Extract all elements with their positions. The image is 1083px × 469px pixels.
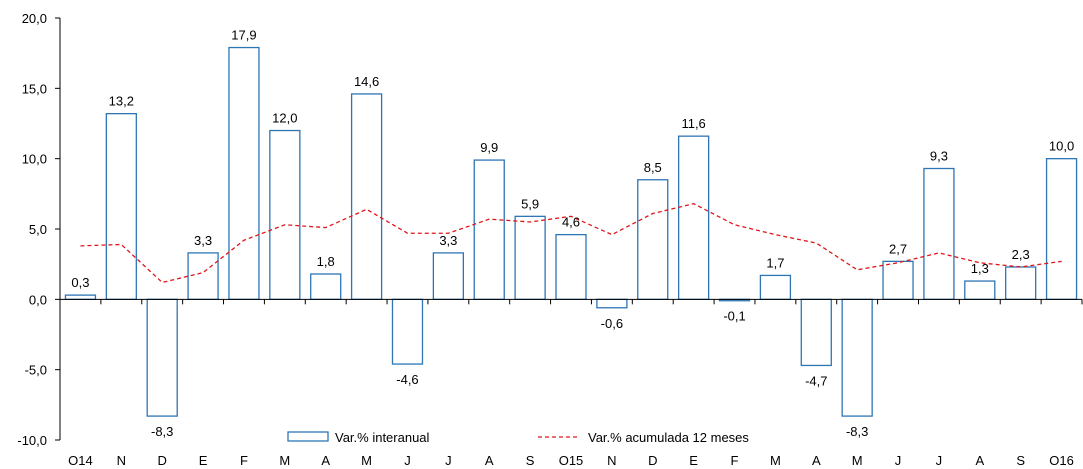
- data-label: 5,9: [521, 196, 539, 211]
- x-tick-label: M: [279, 453, 290, 468]
- bar: [269, 129, 301, 300]
- data-label: 8,5: [644, 160, 662, 175]
- data-label: 3,3: [439, 233, 457, 248]
- data-label: 1,3: [971, 261, 989, 276]
- y-tick-label: 5,0: [29, 222, 47, 237]
- x-axis: O14 N D E F M A M J J A S O15 N D E F M A M J J A S O16: [59, 298, 1083, 468]
- x-tick-label: N: [607, 453, 616, 468]
- y-axis: 20,0 15,0 10,0 5,0 0,0 -5,0 -10,0: [17, 11, 61, 448]
- bar: [432, 252, 465, 300]
- x-tick-label: J: [404, 453, 411, 468]
- x-tick-label: O16: [1049, 453, 1074, 468]
- data-label: -4,6: [396, 372, 418, 387]
- data-label: 12,0: [272, 111, 297, 126]
- y-tick-label: 15,0: [22, 81, 47, 96]
- x-tick-label: O15: [559, 453, 584, 468]
- x-tick-label: S: [1016, 453, 1025, 468]
- bar: [596, 298, 628, 309]
- bar: [350, 93, 383, 300]
- x-tick-label: M: [361, 453, 372, 468]
- data-label: 2,3: [1012, 247, 1030, 262]
- y-tick-label: 0,0: [29, 292, 47, 307]
- x-tick-label: M: [770, 453, 781, 468]
- bar: [841, 298, 873, 417]
- x-tick-label: D: [158, 453, 167, 468]
- bar: [146, 298, 178, 417]
- data-label: 1,8: [317, 254, 335, 269]
- bar: [677, 135, 710, 300]
- x-tick-label: M: [852, 453, 863, 468]
- bar: [473, 159, 505, 300]
- legend-bar-label: Var.% interanual: [335, 430, 430, 445]
- y-tick-label: 10,0: [22, 152, 47, 167]
- bar-series: [64, 46, 1078, 417]
- data-label: 17,9: [231, 28, 256, 43]
- bar: [391, 298, 424, 365]
- bar: [64, 294, 97, 300]
- x-tick-label: J: [895, 453, 902, 468]
- legend-line-label: Var.% acumulada 12 meses: [588, 430, 749, 445]
- x-tick-label: S: [526, 453, 535, 468]
- bar: [310, 273, 342, 300]
- bar: [228, 46, 260, 300]
- data-label: 9,9: [480, 140, 498, 155]
- bar: [964, 280, 996, 300]
- data-label: 10,0: [1049, 139, 1074, 154]
- x-tick-label: J: [936, 453, 943, 468]
- y-tick-label: 20,0: [22, 11, 47, 26]
- accumulated-line: [80, 202, 1062, 284]
- data-label: 14,6: [354, 74, 379, 89]
- data-label: -0,6: [601, 316, 623, 331]
- x-tick-label: A: [485, 453, 494, 468]
- data-labels: 0,3 13,2 -8,3 3,3 17,9 12,0 1,8 14,6 -4,6 3,3 9,9 5…: [71, 28, 1074, 440]
- bar: [759, 274, 792, 300]
- x-tick-label: D: [648, 453, 657, 468]
- legend-bar-swatch: [287, 431, 329, 442]
- x-tick-label: N: [117, 453, 126, 468]
- bar: [187, 252, 219, 300]
- x-tick-label: A: [812, 453, 821, 468]
- data-label: 9,3: [930, 149, 948, 164]
- data-label: 4,6: [562, 215, 580, 230]
- x-tick-label: J: [445, 453, 452, 468]
- data-label: 13,2: [109, 94, 134, 109]
- line-series: [80, 202, 1062, 284]
- data-label: -4,7: [805, 373, 827, 388]
- x-tick-label: E: [689, 453, 698, 468]
- data-label: 11,6: [681, 116, 705, 131]
- x-tick-label: F: [240, 453, 248, 468]
- bar: [882, 260, 914, 300]
- data-label: 1,7: [766, 255, 784, 270]
- bar: [105, 113, 137, 300]
- data-label: 2,7: [889, 241, 907, 256]
- data-label: -8,3: [846, 424, 868, 439]
- bar: [555, 233, 587, 300]
- x-tick-label: O14: [68, 453, 93, 468]
- data-label: 0,3: [71, 275, 89, 290]
- x-tick-label: F: [731, 453, 739, 468]
- x-tick-label: A: [321, 453, 330, 468]
- bar: [1045, 158, 1078, 300]
- data-label: -0,1: [723, 309, 745, 324]
- bar: [1005, 266, 1037, 300]
- bar: [923, 167, 955, 300]
- y-tick-label: -10,0: [17, 433, 47, 448]
- x-tick-label: A: [975, 453, 984, 468]
- bar: [800, 298, 832, 367]
- legend: Var.% interanual Var.% acumulada 12 mese…: [287, 430, 749, 445]
- bar: [514, 215, 546, 300]
- data-label: 3,3: [194, 233, 212, 248]
- data-label: -8,3: [151, 424, 173, 439]
- bar: [637, 179, 669, 300]
- y-tick-label: -5,0: [25, 363, 47, 378]
- x-tick-label: E: [199, 453, 208, 468]
